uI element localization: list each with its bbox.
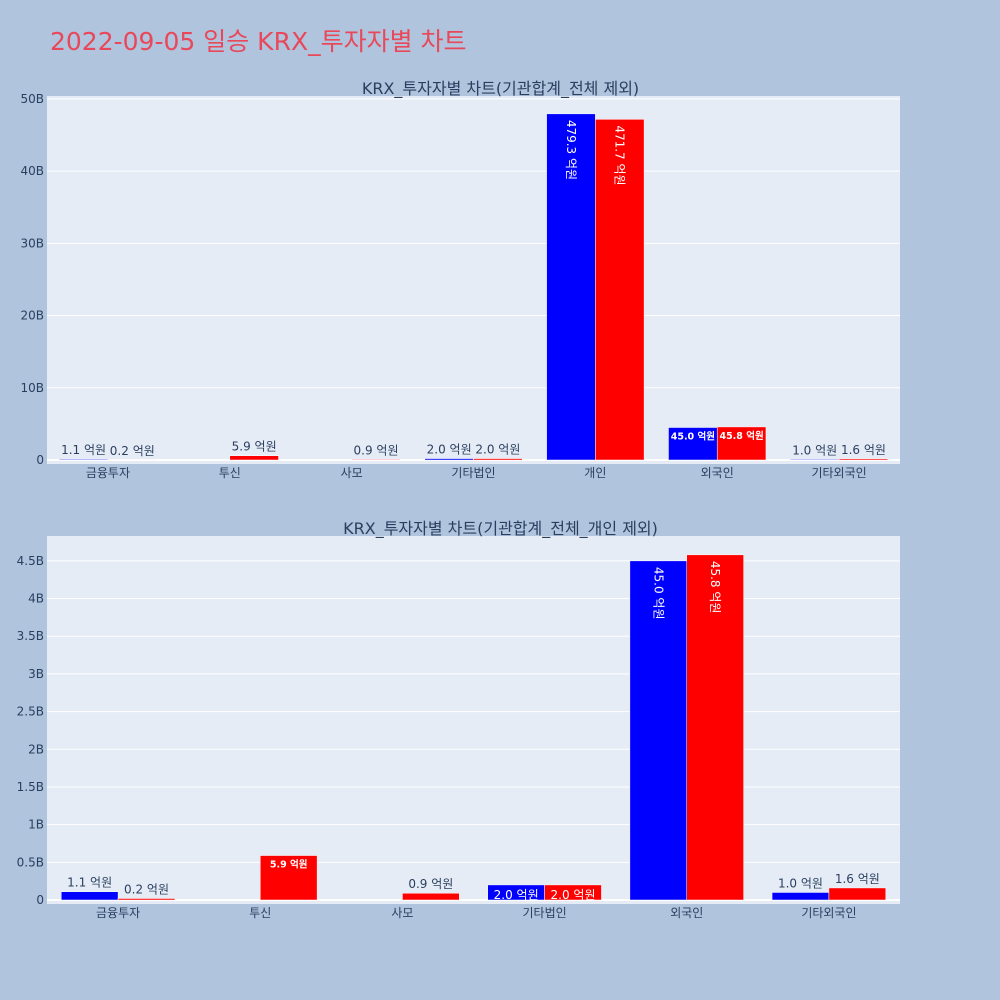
data-label: 471.7 억원 bbox=[613, 125, 627, 185]
x-tick-label: 투신 bbox=[219, 466, 241, 480]
data-label: 2.0 억원 bbox=[551, 888, 596, 902]
sell-bar bbox=[260, 855, 318, 901]
buy-bar bbox=[771, 892, 830, 901]
y-tick-label: 3.5B bbox=[17, 629, 44, 643]
buy-bar bbox=[58, 458, 109, 461]
data-label: 5.9 억원 bbox=[270, 859, 308, 871]
y-tick-label: 0.5B bbox=[17, 855, 44, 869]
y-tick-label: 1.5B bbox=[17, 780, 44, 794]
data-label: 479.3 억원 bbox=[564, 120, 578, 180]
x-tick-label: 개인 bbox=[584, 466, 606, 480]
x-tick-label: 금융투자 bbox=[86, 466, 130, 480]
sell-bar bbox=[828, 887, 887, 901]
chart-top: KRX_투자자별 차트(기관합계_전체 제외) 0 10B 20B 30B 40B 50B 금… bbox=[20, 79, 900, 480]
buy-bar bbox=[60, 891, 119, 901]
y-tick-label: 10B bbox=[20, 381, 44, 395]
data-label: 1.6 억원 bbox=[835, 872, 880, 886]
sell-bar bbox=[229, 455, 279, 461]
y-tick-label: 4B bbox=[28, 592, 44, 606]
x-tick-label: 사모 bbox=[341, 466, 363, 480]
y-tick-label: 4.5B bbox=[17, 554, 44, 568]
chart-title: KRX_투자자별 차트(기관합계_전체 제외) bbox=[362, 79, 639, 99]
buy-bar bbox=[668, 427, 718, 461]
data-label: 2.0 억원 bbox=[475, 443, 520, 457]
x-tick-label: 금융투자 bbox=[96, 906, 140, 920]
page-title: 2022-09-05 일승 KRX_투자자별 차트 bbox=[50, 27, 467, 56]
buy-bar bbox=[424, 458, 474, 461]
x-tick-label: 외국인 bbox=[701, 466, 734, 480]
data-label: 45.0 억원 bbox=[671, 431, 715, 443]
sell-bar bbox=[544, 884, 602, 901]
data-label: 45.8 억원 bbox=[719, 430, 763, 442]
data-label: 0.2 억원 bbox=[124, 882, 169, 896]
y-tick-label: 20B bbox=[20, 309, 44, 323]
x-tick-label: 사모 bbox=[391, 906, 413, 920]
y-tick-label: 50B bbox=[20, 92, 44, 106]
buy-bar bbox=[629, 560, 688, 901]
y-tick-label: 2B bbox=[28, 742, 44, 756]
x-tick-label: 기타외국인 bbox=[811, 466, 866, 480]
sell-bar bbox=[351, 459, 401, 461]
sell-bar bbox=[686, 554, 744, 901]
chart-title: KRX_투자자별 차트(기관합계_전체_개인 제외) bbox=[343, 519, 658, 539]
y-tick-label: 30B bbox=[20, 236, 44, 250]
x-tick-label: 기타법인 bbox=[451, 466, 495, 480]
y-tick-label: 2.5B bbox=[17, 705, 44, 719]
y-tick-label: 3B bbox=[28, 667, 44, 681]
data-label: 0.9 억원 bbox=[354, 443, 399, 457]
data-label: 1.0 억원 bbox=[778, 876, 823, 890]
chart-bottom: KRX_투자자별 차트(기관합계_전체_개인 제외) 0 0.5B 1B 1.5B 2B 2… bbox=[17, 519, 900, 920]
x-tick-label: 외국인 bbox=[670, 906, 703, 920]
x-tick-label: 투신 bbox=[249, 906, 271, 920]
sell-bar bbox=[716, 426, 767, 461]
plot-area bbox=[47, 536, 900, 904]
sell-bar bbox=[595, 119, 645, 461]
data-label: 1.1 억원 bbox=[61, 443, 106, 457]
data-label: 2.0 억원 bbox=[427, 443, 472, 457]
data-label: 2.0 억원 bbox=[494, 888, 539, 902]
data-label: 45.0 억원 bbox=[651, 567, 665, 620]
plot-area bbox=[47, 96, 900, 464]
sell-bar bbox=[117, 898, 176, 901]
data-label: 1.1 억원 bbox=[67, 876, 112, 890]
x-tick-label: 기타법인 bbox=[522, 906, 566, 920]
data-label: 45.8 억원 bbox=[708, 561, 722, 614]
sell-bar bbox=[402, 892, 460, 901]
data-label: 0.2 억원 bbox=[110, 444, 155, 458]
data-label: 5.9 억원 bbox=[232, 440, 277, 454]
data-label: 0.9 억원 bbox=[408, 877, 453, 891]
y-tick-label: 0 bbox=[36, 453, 44, 467]
y-tick-label: 1B bbox=[28, 818, 44, 832]
buy-bar bbox=[790, 459, 840, 461]
data-label: 1.6 억원 bbox=[841, 443, 886, 457]
sell-bar bbox=[473, 458, 523, 461]
y-tick-label: 40B bbox=[20, 164, 44, 178]
y-tick-label: 0 bbox=[36, 893, 44, 907]
x-tick-label: 기타외국인 bbox=[801, 906, 856, 920]
data-label: 1.0 억원 bbox=[792, 443, 837, 457]
sell-bar bbox=[838, 458, 889, 461]
